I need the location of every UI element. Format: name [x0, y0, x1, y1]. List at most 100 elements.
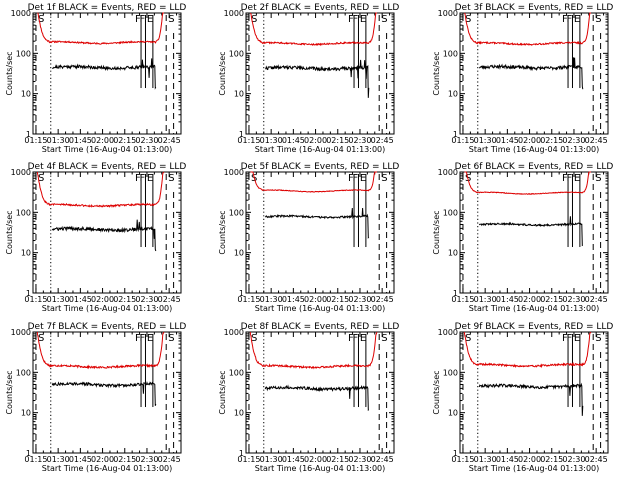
chart-panel-1: Det 1f BLACK = Events, RED = LLD 1 10 100 10… [5, 3, 186, 154]
y-tick-label: 1000 [11, 168, 31, 177]
x-tick-label: 01:15 [237, 455, 260, 464]
marker-label-f: F [348, 333, 354, 344]
marker-label-f: F [135, 173, 141, 184]
series-events-line [51, 219, 157, 252]
series-events-line [478, 382, 584, 416]
marker-label-e: E [574, 333, 580, 344]
chart-panel-2: Det 2f BLACK = Events, RED = LLD 1 10 100 10… [218, 3, 399, 154]
marker-label-s: S [381, 173, 387, 184]
plot-frame [32, 12, 182, 135]
y-tick-label: 1000 [11, 9, 31, 18]
marker-label-s: S [168, 14, 174, 25]
y-tick-label: 1 [26, 289, 31, 298]
series-lld-line [463, 331, 592, 369]
chart-title: Det 8f BLACK = Events, RED = LLD [241, 322, 400, 332]
marker-label-e: E [147, 173, 153, 184]
y-tick-label: 10 [21, 249, 31, 258]
marker-label-s: S [38, 333, 44, 344]
x-tick-label: 01:15 [451, 455, 474, 464]
y-tick-label: 1 [453, 130, 458, 139]
marker-label-e: E [360, 173, 366, 184]
x-tick-label: 01:30 [474, 136, 497, 145]
marker-label-f: F [348, 14, 354, 25]
x-tick-label: 02:45 [158, 136, 181, 145]
y-tick-label: 1 [26, 130, 31, 139]
y-axis-label: Counts/sec [218, 370, 227, 414]
x-axis-label: Start Time (16-Aug-04 01:13:00) [42, 464, 173, 473]
chart-panel-9: Det 9f BLACK = Events, RED = LLD 1 10 100 10… [432, 322, 613, 473]
series-lld-line [464, 171, 591, 195]
x-tick-label: 02:15 [326, 295, 349, 304]
x-tick-label: 01:30 [47, 455, 70, 464]
x-tick-label: 02:00 [518, 455, 541, 464]
x-axis-label: Start Time (16-Aug-04 01:13:00) [42, 304, 173, 313]
y-tick-label: 10 [234, 249, 244, 258]
y-tick-label: 1 [453, 289, 458, 298]
marker-label-s: S [38, 173, 44, 184]
x-tick-label: 02:45 [371, 136, 394, 145]
x-tick-label: 02:30 [562, 455, 585, 464]
y-axis-label: Counts/sec [218, 210, 227, 254]
y-tick-label: 100 [443, 368, 458, 377]
x-axis-label: Start Time (16-Aug-04 01:13:00) [469, 304, 600, 313]
series-lld-line [463, 12, 591, 46]
chart-title: Det 4f BLACK = Events, RED = LLD [28, 162, 187, 172]
plot-frame [245, 331, 395, 454]
x-tick-label: 01:30 [260, 295, 283, 304]
x-tick-label: 02:15 [113, 295, 136, 304]
marker-label-f: F [352, 14, 358, 25]
marker-label-f: F [139, 173, 145, 184]
x-tick-label: 02:00 [304, 455, 327, 464]
plot-frame [459, 171, 609, 294]
series-lld-line [36, 331, 165, 370]
x-tick-label: 01:30 [260, 136, 283, 145]
series-events-line [265, 59, 370, 98]
marker-label-e: E [360, 14, 366, 25]
y-tick-label: 100 [443, 49, 458, 58]
y-tick-label: 100 [229, 208, 244, 217]
chart-panel-3: Det 3f BLACK = Events, RED = LLD 1 10 100 10… [432, 3, 613, 154]
x-tick-label: 02:00 [91, 136, 114, 145]
y-tick-label: 10 [448, 409, 458, 418]
y-tick-label: 1000 [438, 168, 458, 177]
series-lld-line [249, 12, 377, 47]
y-tick-label: 100 [16, 49, 31, 58]
marker-label-s: S [168, 333, 174, 344]
marker-label-s: S [595, 173, 601, 184]
x-tick-label: 01:30 [474, 455, 497, 464]
y-tick-label: 1000 [438, 9, 458, 18]
x-tick-label: 01:15 [24, 295, 47, 304]
y-tick-label: 100 [16, 368, 31, 377]
y-tick-label: 10 [448, 90, 458, 99]
chart-panel-6: Det 6f BLACK = Events, RED = LLD 1 10 100 10… [432, 162, 613, 313]
plot-frame [32, 171, 182, 294]
x-tick-label: 01:15 [451, 136, 474, 145]
plot-frame [459, 12, 609, 135]
x-tick-label: 01:15 [237, 295, 260, 304]
x-tick-label: 01:15 [451, 295, 474, 304]
x-tick-label: 02:15 [540, 295, 563, 304]
x-tick-label: 02:00 [304, 136, 327, 145]
chart-panel-7: Det 7f BLACK = Events, RED = LLD 1 10 100 10… [5, 322, 186, 473]
x-tick-label: 02:00 [518, 136, 541, 145]
series-events-line [52, 58, 157, 90]
y-axis-label: Counts/sec [432, 51, 441, 95]
y-tick-label: 100 [16, 208, 31, 217]
x-tick-label: 02:45 [585, 455, 608, 464]
x-tick-label: 02:15 [326, 136, 349, 145]
series-events-line [51, 381, 157, 406]
y-tick-label: 100 [229, 49, 244, 58]
marker-label-e: E [360, 333, 366, 344]
chart-panel-5: Det 5f BLACK = Events, RED = LLD 1 10 100 10… [218, 162, 399, 313]
x-tick-label: 02:30 [348, 455, 371, 464]
chart-title: Det 7f BLACK = Events, RED = LLD [28, 322, 187, 332]
series-lld-line [249, 331, 378, 370]
marker-label-f: F [562, 333, 568, 344]
x-tick-label: 02:45 [585, 295, 608, 304]
marker-label-s: S [465, 333, 471, 344]
y-tick-label: 10 [234, 409, 244, 418]
x-tick-label: 02:15 [326, 455, 349, 464]
x-tick-label: 01:45 [496, 295, 519, 304]
x-tick-label: 02:30 [562, 295, 585, 304]
